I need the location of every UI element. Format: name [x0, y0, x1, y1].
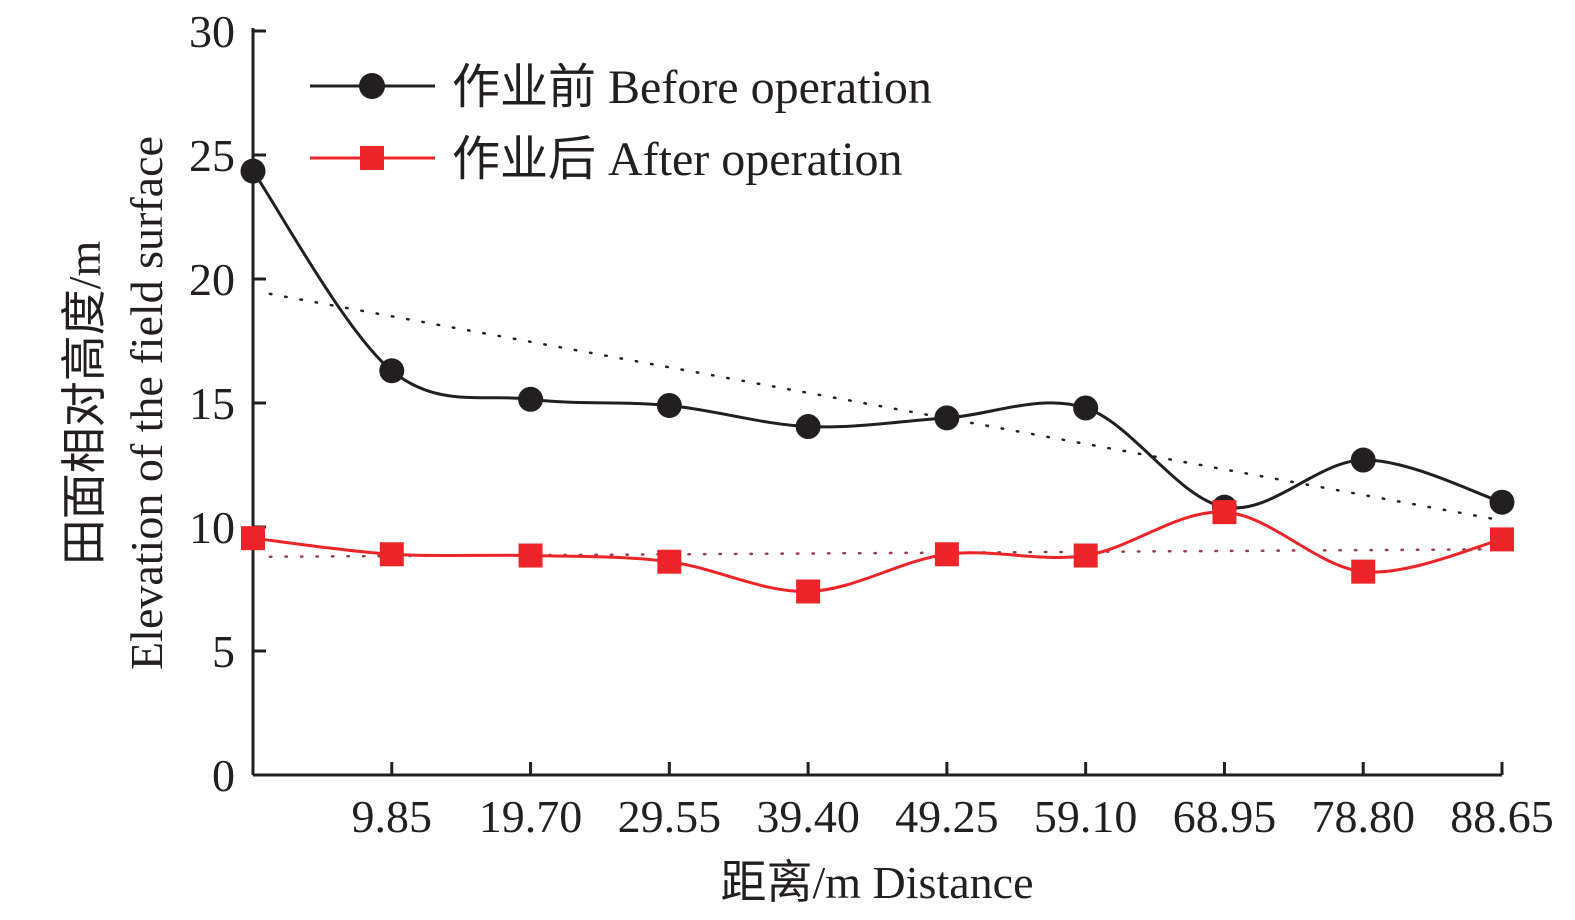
x-tick-label: 19.70 [479, 791, 583, 842]
data-point-before [1489, 489, 1515, 515]
legend-label-after: 作业后 After operation [452, 133, 903, 186]
data-point-after [379, 542, 404, 567]
x-tick-label: 9.85 [352, 791, 433, 842]
legend-marker-after [360, 146, 384, 170]
data-point-before [379, 358, 405, 384]
y-tick-label: 25 [189, 130, 235, 181]
x-tick-label: 68.95 [1173, 791, 1277, 842]
trendline-1 [268, 548, 1499, 559]
y-axis-label-cn: 田面相对高度/m [59, 241, 110, 566]
x-tick-label: 29.55 [618, 791, 722, 842]
series-line-1 [252, 510, 1503, 593]
series-markers [240, 158, 1515, 604]
y-tick-label: 5 [212, 626, 235, 677]
data-point-before [1350, 447, 1376, 473]
axes [251, 28, 1504, 777]
y-axis-label-en: Elevation of the field surface [121, 136, 172, 670]
x-tick-label: 59.10 [1034, 791, 1138, 842]
trendlines [268, 292, 1499, 559]
series-lines [251, 170, 1503, 593]
y-tick-label: 10 [189, 502, 235, 553]
data-point-after [1073, 543, 1098, 568]
tick-labels: 0 5 10 15 20 25 30 9.85 19.70 29.55 39.40 49.25 59.1… [189, 6, 1554, 842]
y-tick-label: 0 [212, 750, 235, 801]
data-point-after [1490, 527, 1514, 552]
y-tick-label: 20 [189, 254, 235, 305]
y-tick-label: 30 [189, 6, 235, 57]
legend-marker-before [359, 73, 385, 99]
data-point-after [1351, 559, 1376, 584]
x-tick-label: 39.40 [756, 791, 860, 842]
legend-label-before: 作业前 Before operation [452, 61, 932, 114]
data-point-after [657, 549, 682, 574]
data-point-after [1212, 500, 1237, 525]
data-point-before [518, 386, 544, 412]
data-point-before [934, 405, 960, 431]
legend: 作业前 Before operation 作业后 After operation [310, 61, 932, 186]
trendline-0 [268, 292, 1499, 521]
data-point-before [656, 392, 682, 418]
data-point-before [1073, 395, 1099, 421]
y-tick-label: 15 [189, 378, 235, 429]
data-point-before [795, 414, 821, 440]
series-line-0 [251, 170, 1503, 510]
data-point-after [934, 542, 959, 567]
data-point-before [240, 158, 266, 184]
x-tick-label: 49.25 [895, 791, 999, 842]
x-axis-label: 距离/m Distance [721, 857, 1034, 908]
x-tick-label: 88.65 [1450, 791, 1554, 842]
data-point-after [796, 579, 821, 604]
data-point-after [241, 526, 265, 551]
x-tick-label: 78.80 [1311, 791, 1415, 842]
data-point-after [518, 543, 543, 568]
